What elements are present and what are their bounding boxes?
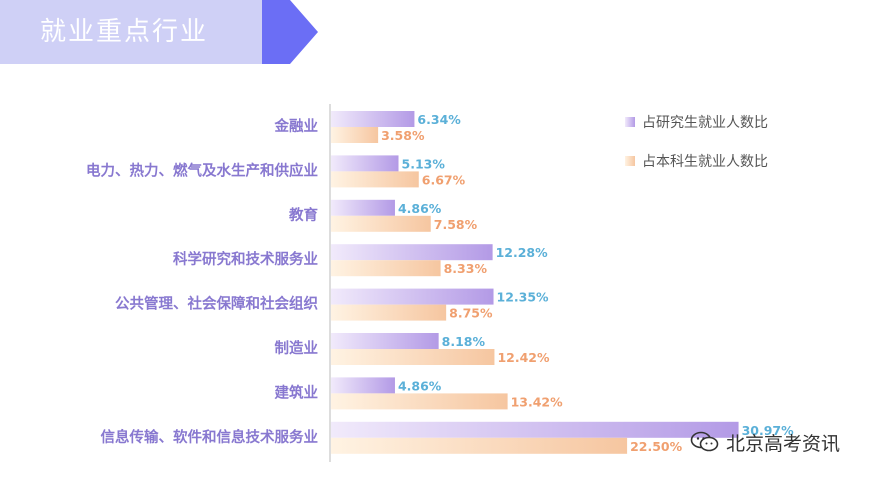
data-label-graduate: 5.13% xyxy=(402,156,446,171)
bar-graduate xyxy=(331,421,739,438)
watermark-text: 北京高考资讯 xyxy=(726,432,841,455)
data-label-graduate: 6.34% xyxy=(417,112,461,127)
category-label: 教育 xyxy=(288,206,318,224)
category-label: 建筑业 xyxy=(275,383,319,401)
watermark: 北京高考资讯 xyxy=(690,428,840,456)
bar-undergraduate xyxy=(331,127,379,143)
data-label-undergraduate: 8.33% xyxy=(444,261,488,276)
category-label: 金融业 xyxy=(274,117,319,135)
data-label-graduate: 8.18% xyxy=(442,334,486,349)
bar-undergraduate xyxy=(331,437,628,454)
wechat-icon xyxy=(690,431,719,452)
bar-graduate xyxy=(331,288,494,305)
data-label-undergraduate: 3.58% xyxy=(381,128,425,143)
bar-graduate xyxy=(331,377,395,394)
data-label-undergraduate: 7.58% xyxy=(434,217,478,232)
legend: 占研究生就业人数比 占本科生就业人数比 xyxy=(625,115,768,170)
data-label-undergraduate: 13.42% xyxy=(511,394,564,409)
legend-label-graduate: 占研究生就业人数比 xyxy=(642,115,768,131)
data-label-graduate: 4.86% xyxy=(398,201,442,216)
data-label-undergraduate: 6.67% xyxy=(422,172,466,187)
bar-graduate xyxy=(331,155,399,172)
data-label-graduate: 4.86% xyxy=(398,378,442,393)
bar-graduate xyxy=(331,111,415,127)
data-label-graduate: 12.35% xyxy=(497,290,550,305)
bar-graduate xyxy=(331,244,493,261)
data-label-undergraduate: 12.42% xyxy=(497,350,550,365)
bar-undergraduate xyxy=(331,393,508,410)
category-label: 制造业 xyxy=(275,339,319,357)
bar-graduate xyxy=(331,333,439,349)
category-label: 公共管理、社会保障和社会组织 xyxy=(115,295,318,313)
data-label-undergraduate: 22.50% xyxy=(630,439,683,454)
category-label: 信息传输、软件和信息技术服务业 xyxy=(101,428,319,446)
bar-undergraduate xyxy=(331,349,495,365)
bar-undergraduate xyxy=(331,215,431,232)
legend-swatch-undergraduate xyxy=(625,156,635,166)
category-label: 科学研究和技术服务业 xyxy=(173,250,318,268)
data-label-graduate: 30.97% xyxy=(742,423,795,438)
bar-undergraduate xyxy=(331,304,447,321)
data-label-undergraduate: 8.75% xyxy=(449,306,493,321)
data-label-graduate: 12.28% xyxy=(496,245,549,260)
legend-label-undergraduate: 占本科生就业人数比 xyxy=(642,154,768,170)
title-banner xyxy=(0,0,318,64)
legend-swatch-graduate xyxy=(625,117,635,127)
page-title: 就业重点行业 xyxy=(40,17,209,47)
bar-undergraduate xyxy=(331,260,441,277)
bar-undergraduate xyxy=(331,171,419,188)
bar-graduate xyxy=(331,199,395,216)
category-label: 电力、热力、燃气及水生产和供应业 xyxy=(86,161,318,179)
